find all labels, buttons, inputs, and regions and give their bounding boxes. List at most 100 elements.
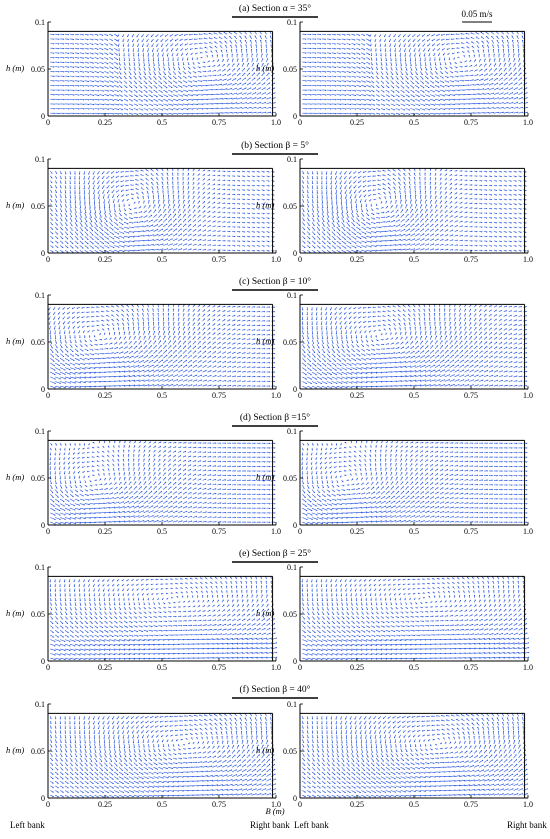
- x-tick-label: 0: [46, 118, 50, 127]
- velocity-vector: [509, 68, 511, 72]
- velocity-vector: [114, 222, 118, 225]
- velocity-vector: [103, 185, 105, 189]
- velocity-vector: [163, 109, 168, 110]
- section-title: (a) Section α = 35°: [239, 3, 311, 14]
- velocity-vector: [509, 73, 512, 76]
- velocity-vector: [504, 88, 508, 90]
- velocity-vector: [119, 250, 124, 251]
- velocity-vector: [114, 53, 118, 55]
- velocity-vector: [173, 224, 177, 227]
- velocity-vector: [149, 76, 152, 79]
- velocity-vector: [183, 76, 187, 78]
- velocity-vector: [144, 109, 148, 110]
- velocity-vector: [107, 185, 109, 188]
- velocity-vector: [420, 104, 425, 106]
- velocity-vector: [519, 78, 522, 81]
- velocity-vector: [386, 104, 390, 106]
- velocity-vector: [415, 99, 420, 101]
- velocity-vector: [445, 109, 450, 110]
- velocity-vector: [168, 209, 170, 213]
- velocity-vector: [154, 95, 158, 97]
- velocity-vector: [455, 81, 459, 82]
- velocity-vector: [504, 83, 508, 86]
- velocity-vector: [188, 99, 193, 100]
- velocity-vector: [99, 81, 103, 82]
- velocity-vector: [90, 57, 94, 58]
- velocity-vector: [435, 95, 440, 97]
- velocity-vector: [173, 113, 178, 114]
- velocity-vector: [519, 88, 523, 91]
- velocity-vector: [356, 85, 361, 86]
- velocity-vector: [85, 218, 87, 222]
- velocity-vector: [139, 76, 142, 79]
- velocity-vector: [356, 76, 360, 77]
- velocity-vector: [430, 95, 435, 97]
- velocity-vector: [104, 241, 109, 244]
- velocity-vector: [450, 99, 455, 100]
- velocity-vector: [347, 109, 352, 110]
- velocity-vector: [198, 81, 202, 82]
- velocity-vector: [519, 83, 523, 86]
- velocity-vector: [95, 232, 99, 236]
- velocity-vector: [178, 229, 182, 232]
- velocity-vector: [90, 241, 94, 244]
- velocity-vector: [327, 67, 331, 68]
- velocity-vector: [144, 90, 148, 92]
- velocity-vector: [99, 246, 104, 249]
- velocity-vector: [163, 113, 168, 114]
- velocity-vector: [237, 68, 240, 71]
- velocity-vector: [366, 104, 371, 105]
- velocity-vector: [252, 68, 254, 72]
- velocity-vector: [356, 81, 360, 82]
- velocity-vector: [188, 229, 191, 232]
- velocity-vector: [366, 71, 370, 73]
- velocity-vector: [381, 109, 385, 110]
- velocity-vector: [129, 222, 133, 223]
- velocity-vector: [154, 224, 158, 227]
- velocity-vector: [193, 81, 197, 82]
- velocity-vector: [134, 85, 137, 88]
- velocity-vector: [85, 236, 89, 240]
- velocity-vector: [391, 95, 395, 97]
- velocity-vector: [99, 218, 102, 222]
- velocity-vector: [109, 227, 113, 230]
- y-tick-label: 0.05: [31, 65, 45, 74]
- velocity-vector: [173, 85, 177, 87]
- velocity-vector: [168, 214, 171, 218]
- x-tick-label: 0.75: [212, 118, 226, 127]
- velocity-vector: [183, 95, 188, 96]
- velocity-vector: [99, 241, 104, 244]
- velocity-vector: [425, 95, 430, 97]
- velocity-vector: [356, 104, 361, 105]
- velocity-vector: [104, 85, 109, 86]
- velocity-vector: [129, 232, 134, 233]
- velocity-vector: [98, 185, 100, 189]
- velocity-vector: [168, 104, 173, 105]
- velocity-vector: [361, 90, 366, 91]
- velocity-vector: [401, 113, 405, 114]
- velocity-vector: [163, 76, 166, 79]
- velocity-vector: [178, 95, 183, 97]
- velocity-vector: [109, 232, 114, 235]
- velocity-vector: [178, 214, 181, 218]
- velocity-vector: [90, 227, 93, 231]
- velocity-vector: [168, 219, 171, 223]
- velocity-vector: [75, 236, 78, 239]
- velocity-vector: [70, 227, 73, 231]
- velocity-vector: [262, 83, 266, 86]
- y-tick-label: 0: [41, 112, 45, 121]
- velocity-vector: [262, 78, 265, 81]
- velocity-vector: [519, 73, 522, 76]
- velocity-vector: [85, 232, 89, 236]
- velocity-vector: [85, 222, 88, 226]
- velocity-vector: [163, 214, 166, 218]
- velocity-vector: [90, 236, 94, 240]
- velocity-vector: [514, 88, 518, 91]
- velocity-vector: [75, 85, 79, 86]
- velocity-vector: [90, 104, 95, 105]
- velocity-vector: [149, 81, 152, 84]
- velocity-vector: [450, 95, 455, 96]
- velocity-vector: [366, 81, 370, 83]
- velocity-vector: [356, 99, 361, 100]
- velocity-vector: [144, 95, 148, 97]
